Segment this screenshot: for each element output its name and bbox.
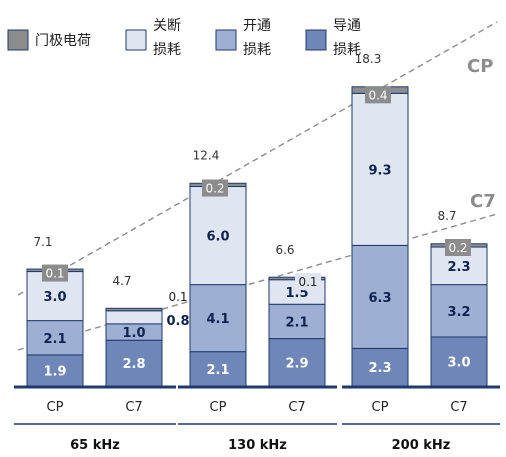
bar-4-turn-off xyxy=(351,92,409,246)
group-label-0: 65 kHz xyxy=(70,438,120,453)
gate-label-2: 0.2 xyxy=(205,182,224,196)
legend-swatch-2 xyxy=(215,29,237,51)
bar-2-turn-on xyxy=(189,284,247,353)
category-label-1: C7 xyxy=(125,400,142,415)
bar-1-turn-off xyxy=(105,310,163,325)
data-label-5-conduction: 3.0 xyxy=(447,355,470,370)
gate-badge-5 xyxy=(445,239,471,257)
legend-label-1-0: 关断 xyxy=(153,18,181,34)
data-label-5-turn-on: 3.2 xyxy=(447,305,470,320)
data-label-1-turn-off: 0.8 xyxy=(166,314,189,329)
category-label-0: CP xyxy=(47,400,64,415)
gate-label-5: 0.2 xyxy=(448,241,467,255)
gate-label-1: 0.1 xyxy=(168,290,187,304)
data-label-2-turn-off: 6.0 xyxy=(206,230,229,245)
total-label-0: 7.1 xyxy=(33,235,52,249)
legend-label-1-1: 损耗 xyxy=(153,42,181,58)
legend-label-0-0: 门极电荷 xyxy=(35,33,91,49)
legend-swatch-1 xyxy=(125,29,147,51)
data-label-2-conduction: 2.1 xyxy=(206,363,229,378)
total-label-1: 4.7 xyxy=(112,274,131,288)
gate-badge-3 xyxy=(295,273,321,290)
trend-line-c7 xyxy=(17,213,498,351)
category-label-5: C7 xyxy=(450,400,467,415)
gate-badge-4 xyxy=(365,86,391,104)
data-label-4-turn-on: 6.3 xyxy=(368,291,391,306)
bar-1-conduction xyxy=(105,339,163,387)
total-label-3: 6.6 xyxy=(275,243,294,257)
legend-swatch-3 xyxy=(305,29,327,51)
gate-label-0: 0.1 xyxy=(45,267,64,281)
gate-label-4: 0.4 xyxy=(368,88,387,102)
total-label-5: 8.7 xyxy=(437,209,456,223)
legend-swatch-0 xyxy=(7,29,29,51)
category-axis: 65 kHz 130 kHz 200 kHz CP C7 CP C7 CP C7 xyxy=(14,385,500,453)
legend-label-2-1: 损耗 xyxy=(243,42,271,58)
labels: CP C7 1.9 2.1 3.0 7.1 2.8 1.0 4.7 2.1 4.1 6.0 12.4 2.… xyxy=(33,52,495,380)
bar-1-gate xyxy=(105,307,163,312)
data-label-4-conduction: 2.3 xyxy=(368,361,391,376)
data-label-5-turn-off: 2.3 xyxy=(447,260,470,275)
legend-label-2-0: 开通 xyxy=(243,18,271,34)
trend-line-cp xyxy=(17,21,498,296)
group-label-1: 130 kHz xyxy=(228,438,287,453)
category-label-2: CP xyxy=(210,400,227,415)
gate-label-3: 0.1 xyxy=(298,275,317,289)
trend-lines xyxy=(17,21,498,351)
data-label-3-turn-on: 2.1 xyxy=(285,315,308,330)
data-label-0-conduction: 1.9 xyxy=(43,364,66,379)
legend-label-3-1: 损耗 xyxy=(333,42,361,58)
category-label-3: C7 xyxy=(288,400,305,415)
bar-0-turn-on xyxy=(26,320,84,356)
data-label-0-turn-off: 3.0 xyxy=(43,290,66,305)
bar-0-conduction xyxy=(26,354,84,387)
data-label-3-conduction: 2.9 xyxy=(285,356,308,371)
data-label-2-turn-on: 4.1 xyxy=(206,312,229,327)
bar-2-turn-off xyxy=(189,186,247,286)
gate-badge-0 xyxy=(42,264,68,282)
gate-badge-2 xyxy=(202,179,228,197)
data-label-4-turn-off: 9.3 xyxy=(368,163,391,178)
bar-5-turn-on xyxy=(430,284,488,338)
data-label-0-turn-on: 2.1 xyxy=(43,332,66,347)
trend-label-cp: CP xyxy=(467,56,493,77)
total-label-4: 18.3 xyxy=(355,52,382,66)
data-label-1-conduction: 2.8 xyxy=(122,357,145,372)
total-label-2: 12.4 xyxy=(193,148,220,162)
trend-label-c7: C7 xyxy=(470,191,496,212)
category-label-4: CP xyxy=(372,400,389,415)
data-label-1-turn-on: 1.0 xyxy=(122,326,145,341)
group-label-2: 200 kHz xyxy=(392,438,451,453)
legend-label-3-0: 导通 xyxy=(333,18,361,34)
